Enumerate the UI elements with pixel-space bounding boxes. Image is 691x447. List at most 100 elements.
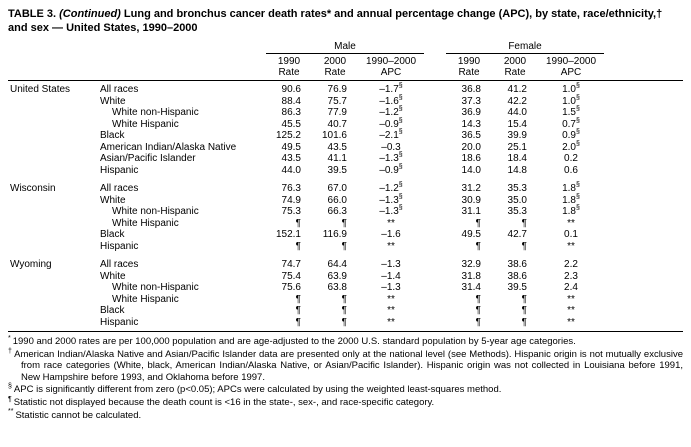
- value-cell: ¶: [341, 316, 347, 328]
- value-cell: –0.3: [381, 141, 401, 153]
- sex-header-row: Male Female: [8, 40, 683, 55]
- value-cell: 45.5: [281, 118, 301, 130]
- footnote-marker: §: [8, 383, 12, 391]
- filler-cell: [604, 229, 683, 241]
- value-cell: 14.0: [461, 164, 481, 176]
- state-cell: [8, 282, 98, 294]
- column-label: Rate: [324, 67, 346, 79]
- state-cell: Wyoming: [10, 259, 52, 271]
- race-label-cell: White non-Hispanic: [112, 206, 199, 218]
- race-label-cell: All races: [100, 183, 139, 195]
- column-gap: [424, 282, 446, 294]
- table-row: Hispanic ¶ ¶ ** ¶ ¶ **: [8, 317, 683, 332]
- column-label: 1990: [457, 56, 481, 68]
- race-label-cell: Hispanic: [100, 240, 139, 252]
- filler-cell: [604, 282, 683, 294]
- value-cell: ¶: [521, 293, 527, 305]
- value-cell: ¶: [475, 316, 481, 328]
- race-label-cell: Black: [100, 229, 125, 241]
- value-cell: 35.3: [507, 183, 527, 195]
- value-cell: 77.9: [327, 107, 347, 119]
- value-cell: 1.8§: [562, 204, 580, 218]
- value-cell: 116.9: [322, 229, 347, 241]
- filler-cell: [604, 96, 683, 108]
- state-cell: [8, 294, 98, 306]
- table-row: American Indian/Alaska Native 49.5 43.5 …: [8, 140, 683, 154]
- state-cell: [8, 107, 98, 119]
- value-cell: 0.1: [564, 229, 578, 241]
- race-label-cell: White non-Hispanic: [112, 107, 199, 119]
- value-cell: 15.4: [507, 118, 527, 130]
- value-cell: 43.5: [327, 141, 347, 153]
- value-cell: 152.1: [275, 229, 301, 241]
- value-cell: ¶: [341, 240, 347, 252]
- column-label: 2000: [323, 56, 347, 68]
- state-cell: United States: [10, 84, 71, 96]
- value-cell: ¶: [521, 217, 527, 229]
- value-cell: ¶: [475, 217, 481, 229]
- value-cell: –1.2§: [379, 181, 403, 195]
- state-cell: [8, 271, 98, 283]
- state-cell: [8, 218, 98, 230]
- value-cell: 0.7§: [562, 117, 580, 130]
- value-cell: –1.4: [381, 270, 401, 282]
- value-cell: 49.5: [461, 229, 481, 241]
- race-label-cell: All races: [100, 84, 139, 96]
- state-cell: [8, 130, 98, 142]
- table-body: United States All races 90.6 76.9 –1.7§ …: [8, 81, 683, 332]
- value-cell: 36.8: [461, 84, 481, 96]
- value-cell: 1.8§: [562, 193, 580, 206]
- value-cell: 64.4: [327, 259, 347, 271]
- column-gap: [424, 176, 446, 195]
- value-cell: 66.3: [327, 206, 347, 218]
- value-cell: 125.2: [275, 130, 301, 142]
- value-cell: 76.3: [281, 183, 301, 195]
- value-cell: ¶: [295, 240, 301, 252]
- male-group-header: Male: [266, 40, 424, 55]
- table-row: Wisconsin All races 76.3 67.0 –1.2§ 31.2…: [8, 176, 683, 195]
- value-cell: 43.5: [281, 153, 301, 165]
- column-gap: [424, 107, 446, 119]
- column-gap: [424, 142, 446, 154]
- value-cell: 0.2: [564, 153, 578, 165]
- value-cell: 2.0§: [562, 140, 580, 153]
- footnote-text: 1990 and 2000 rates are per 100,000 popu…: [12, 336, 576, 348]
- value-cell: **: [387, 293, 395, 305]
- value-cell: 63.8: [327, 282, 347, 294]
- value-cell: ¶: [475, 240, 481, 252]
- state-cell: [8, 241, 98, 253]
- value-cell: 49.5: [281, 141, 301, 153]
- column-gap: [424, 218, 446, 230]
- value-cell: 1.0§: [562, 94, 580, 107]
- value-cell: ¶: [341, 217, 347, 229]
- race-label-cell: White: [100, 95, 126, 107]
- table-row: White non-Hispanic 86.3 77.9 –1.2§ 36.9 …: [8, 106, 683, 119]
- column-gap: [424, 252, 446, 271]
- value-cell: 75.6: [281, 282, 301, 294]
- value-cell: 36.9: [461, 107, 481, 119]
- value-cell: 41.1: [327, 153, 347, 165]
- footnote-text: Statistic cannot be calculated.: [15, 409, 142, 421]
- state-cell: [8, 119, 98, 131]
- table-continued-label: (Continued): [59, 8, 121, 20]
- value-cell: 88.4: [281, 95, 301, 107]
- value-cell: 2.4: [564, 282, 578, 294]
- value-cell: 20.0: [461, 141, 481, 153]
- table-row: White 88.4 75.7 –1.6§ 37.3 42.2 1.0§: [8, 94, 683, 108]
- footnote-marker: *: [8, 334, 11, 342]
- value-cell: –0.9§: [379, 163, 403, 176]
- value-cell: 0.9§: [562, 128, 580, 142]
- race-label-cell: Asian/Pacific Islander: [100, 153, 196, 165]
- value-cell: 44.0: [281, 164, 301, 176]
- race-label-cell: American Indian/Alaska Native: [100, 141, 237, 153]
- value-cell: **: [387, 240, 395, 252]
- filler-cell: [604, 271, 683, 283]
- value-cell: 1.8§: [562, 181, 580, 195]
- value-cell: ¶: [521, 316, 527, 328]
- table-row: Wyoming All races 74.7 64.4 –1.3 32.9 38…: [8, 252, 683, 271]
- value-cell: ¶: [295, 293, 301, 305]
- column-label: Rate: [458, 67, 480, 79]
- table-row: Hispanic 44.0 39.5 –0.9§ 14.0 14.8 0.6: [8, 163, 683, 177]
- value-cell: ¶: [475, 293, 481, 305]
- table-title-text: Lung and bronchus cancer death rates* an…: [8, 8, 663, 35]
